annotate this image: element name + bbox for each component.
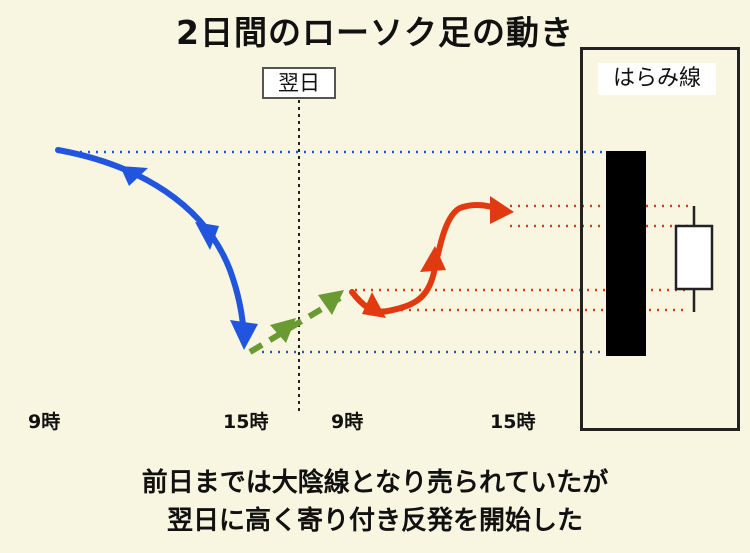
down-arrow-icon (195, 222, 219, 250)
time-tick-day1-open: 9時 (28, 411, 61, 433)
harami-box (580, 47, 740, 431)
down-arrow-icon (120, 166, 148, 186)
day2-price-path (349, 201, 506, 315)
gap-up-path (248, 295, 342, 355)
down-arrow-icon (362, 292, 386, 318)
next-day-label: 翌日 (262, 67, 336, 99)
time-tick-day2-open: 9時 (331, 411, 364, 433)
harami-label: はらみ線 (598, 63, 716, 95)
caption-line-2: 翌日に高く寄り付き反発を開始した (166, 506, 583, 536)
time-tick-day1-close: 15時 (223, 411, 269, 433)
down-arrow-icon (230, 320, 258, 350)
up-arrow-icon (270, 318, 296, 343)
bullish-candle-body (674, 224, 714, 291)
up-arrow-icon (318, 290, 344, 315)
time-tick-day2-close: 15時 (490, 411, 536, 433)
right-arrow-icon (490, 196, 514, 224)
caption-line-1: 前日までは大陰線となり売られていたが (141, 468, 609, 498)
diagram-title: 2日間のローソク足の動き (176, 13, 574, 52)
bearish-candle-body (606, 151, 646, 356)
up-arrow-icon (420, 246, 446, 272)
day1-price-path (55, 147, 247, 341)
